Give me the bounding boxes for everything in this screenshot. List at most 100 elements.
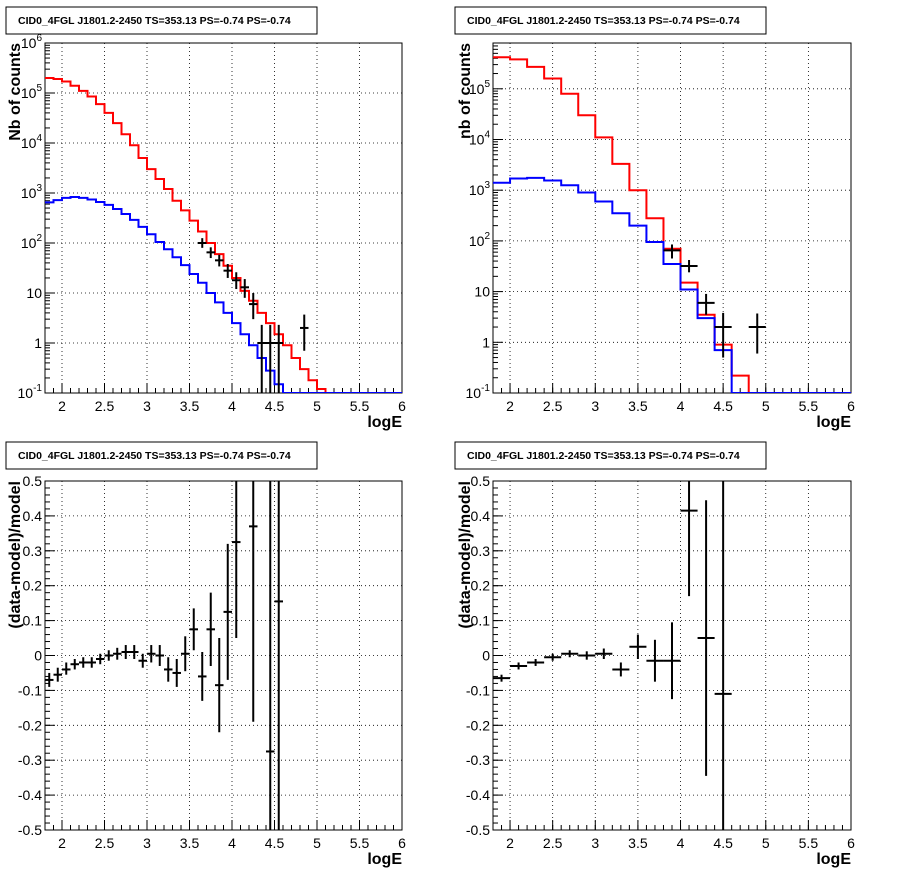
y-tick-label: -0.2: [466, 717, 490, 733]
data-point: [215, 638, 224, 733]
y-tick-label: 105: [21, 83, 43, 101]
x-tick-label: 3: [143, 398, 151, 414]
x-tick-label: 5: [313, 398, 321, 414]
y-tick-label: 106: [21, 33, 43, 51]
x-tick-label: 2: [506, 835, 514, 851]
y-tick-label: 0.5: [471, 473, 491, 489]
title-box: [454, 441, 767, 470]
data-point: [663, 244, 681, 259]
x-tick-label: 2: [506, 398, 514, 414]
chart-panel-3: CID0_4FGL J1801.2-2450 TS=353.13 PS=-0.7…: [5, 441, 406, 868]
data-point: [629, 634, 647, 659]
data-point: [544, 653, 562, 661]
data-point: [113, 647, 122, 660]
data-point: [510, 662, 528, 670]
y-tick-label: 0: [482, 648, 490, 664]
y-tick-label: 0.4: [471, 508, 491, 524]
series-line-2: [493, 176, 851, 393]
x-tick-label: 5.5: [350, 835, 370, 851]
plot-frame: [44, 480, 403, 831]
y-tick-label: 0.2: [23, 578, 43, 594]
y-tick-label: 0.3: [23, 543, 43, 559]
x-tick-label: 3.5: [180, 398, 200, 414]
data-point: [714, 481, 732, 830]
x-tick-label: 6: [847, 835, 855, 851]
y-tick-label: 103: [21, 183, 43, 201]
data-point: [249, 293, 258, 320]
x-tick-label: 3.5: [628, 398, 648, 414]
data-point: [748, 313, 766, 354]
data-point: [697, 293, 715, 315]
data-point: [697, 500, 715, 776]
data-point: [121, 645, 130, 659]
x-axis-label: logE: [367, 851, 402, 868]
plot-frame: [44, 42, 403, 394]
y-tick-label: 0.2: [471, 578, 491, 594]
data-point: [87, 657, 96, 668]
x-tick-label: 4.5: [265, 398, 285, 414]
y-axis-label: (data-model)/model: [7, 481, 24, 629]
y-tick-label: 0.1: [23, 613, 43, 629]
y-tick-label: 10-1: [18, 383, 43, 401]
data-point: [96, 653, 105, 665]
data-point: [164, 657, 173, 682]
chart-title: CID0_4FGL J1801.2-2450 TS=353.13 PS=-0.7…: [18, 15, 291, 27]
title-box: [5, 6, 318, 35]
data-point: [266, 324, 275, 393]
data-point: [578, 651, 596, 660]
x-tick-label: 4: [228, 835, 236, 851]
x-tick-label: 3.5: [628, 835, 648, 851]
title-box: [454, 6, 767, 35]
x-tick-label: 5.5: [799, 835, 819, 851]
data-point: [172, 658, 181, 687]
data-point: [130, 645, 139, 659]
series-line-1: [45, 76, 402, 393]
data-point: [646, 639, 664, 682]
chart-panel-1: CID0_4FGL J1801.2-2450 TS=353.13 PS=-0.7…: [5, 6, 406, 431]
x-tick-label: 4.5: [713, 835, 733, 851]
x-tick-label: 6: [398, 398, 406, 414]
data-point: [257, 324, 266, 393]
data-point: [223, 543, 232, 680]
data-point: [79, 657, 88, 668]
x-tick-label: 3: [591, 398, 599, 414]
y-tick-label: 104: [21, 133, 43, 151]
data-point: [206, 247, 215, 259]
x-tick-label: 6: [398, 835, 406, 851]
data-point: [595, 648, 613, 659]
data-point: [493, 674, 511, 682]
data-point: [232, 272, 241, 290]
x-tick-label: 2.5: [543, 398, 563, 414]
y-tick-label: -0.2: [18, 717, 42, 733]
data-point: [527, 658, 545, 666]
y-tick-label: 10: [474, 284, 490, 300]
data-point: [198, 238, 207, 248]
x-tick-label: 5.5: [350, 398, 370, 414]
x-tick-label: 2.5: [95, 398, 115, 414]
data-point: [274, 324, 283, 393]
title-box: [5, 441, 318, 470]
x-tick-label: 6: [847, 398, 855, 414]
y-tick-label: 0.1: [471, 613, 491, 629]
x-tick-label: 5: [762, 398, 770, 414]
y-tick-label: -0.3: [18, 752, 42, 768]
y-tick-label: -0.5: [466, 822, 490, 838]
x-tick-label: 4: [677, 835, 685, 851]
x-tick-label: 5.5: [799, 398, 819, 414]
data-point: [561, 650, 579, 658]
data-point: [45, 672, 54, 687]
y-tick-label: -0.4: [18, 787, 42, 803]
data-point: [189, 608, 198, 651]
data-point: [70, 658, 79, 670]
x-tick-label: 2: [58, 398, 66, 414]
data-point: [215, 254, 224, 267]
series-line-2: [45, 196, 402, 393]
chart-panel-4: CID0_4FGL J1801.2-2450 TS=353.13 PS=-0.7…: [454, 441, 855, 868]
plot-frame: [492, 42, 852, 394]
data-point: [249, 481, 258, 722]
data-point: [138, 653, 147, 668]
y-tick-label: -0.1: [18, 682, 42, 698]
x-tick-label: 5: [762, 835, 770, 851]
data-point: [663, 622, 681, 700]
